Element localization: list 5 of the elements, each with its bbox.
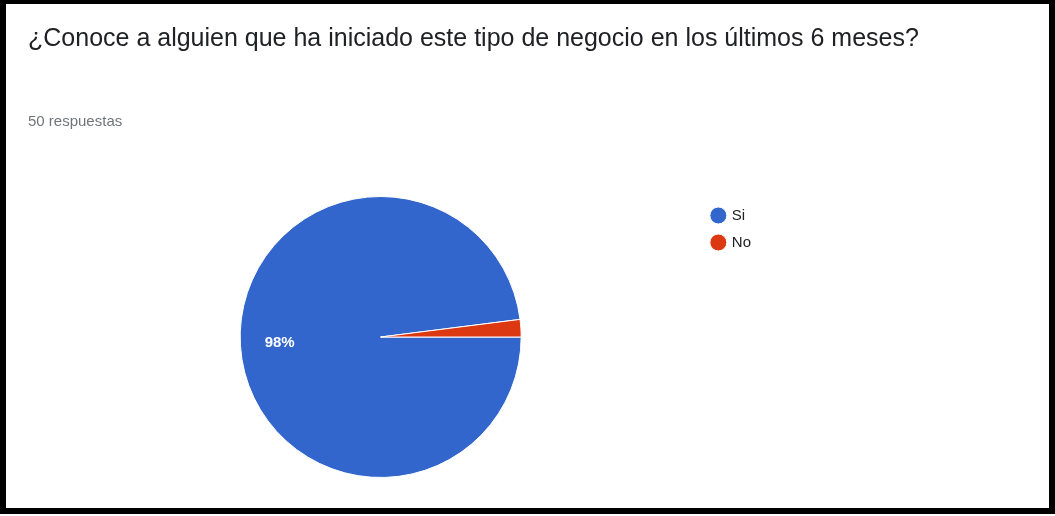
legend-label: No [731, 232, 752, 250]
chart-title: ¿Conoce a alguien que ha iniciado este tipo de negocio en los últimos 6 meses? [28, 22, 920, 53]
text: 50 respuestas [28, 112, 123, 129]
data-label: 98% [264, 333, 295, 351]
legend-label: Si [731, 205, 746, 223]
